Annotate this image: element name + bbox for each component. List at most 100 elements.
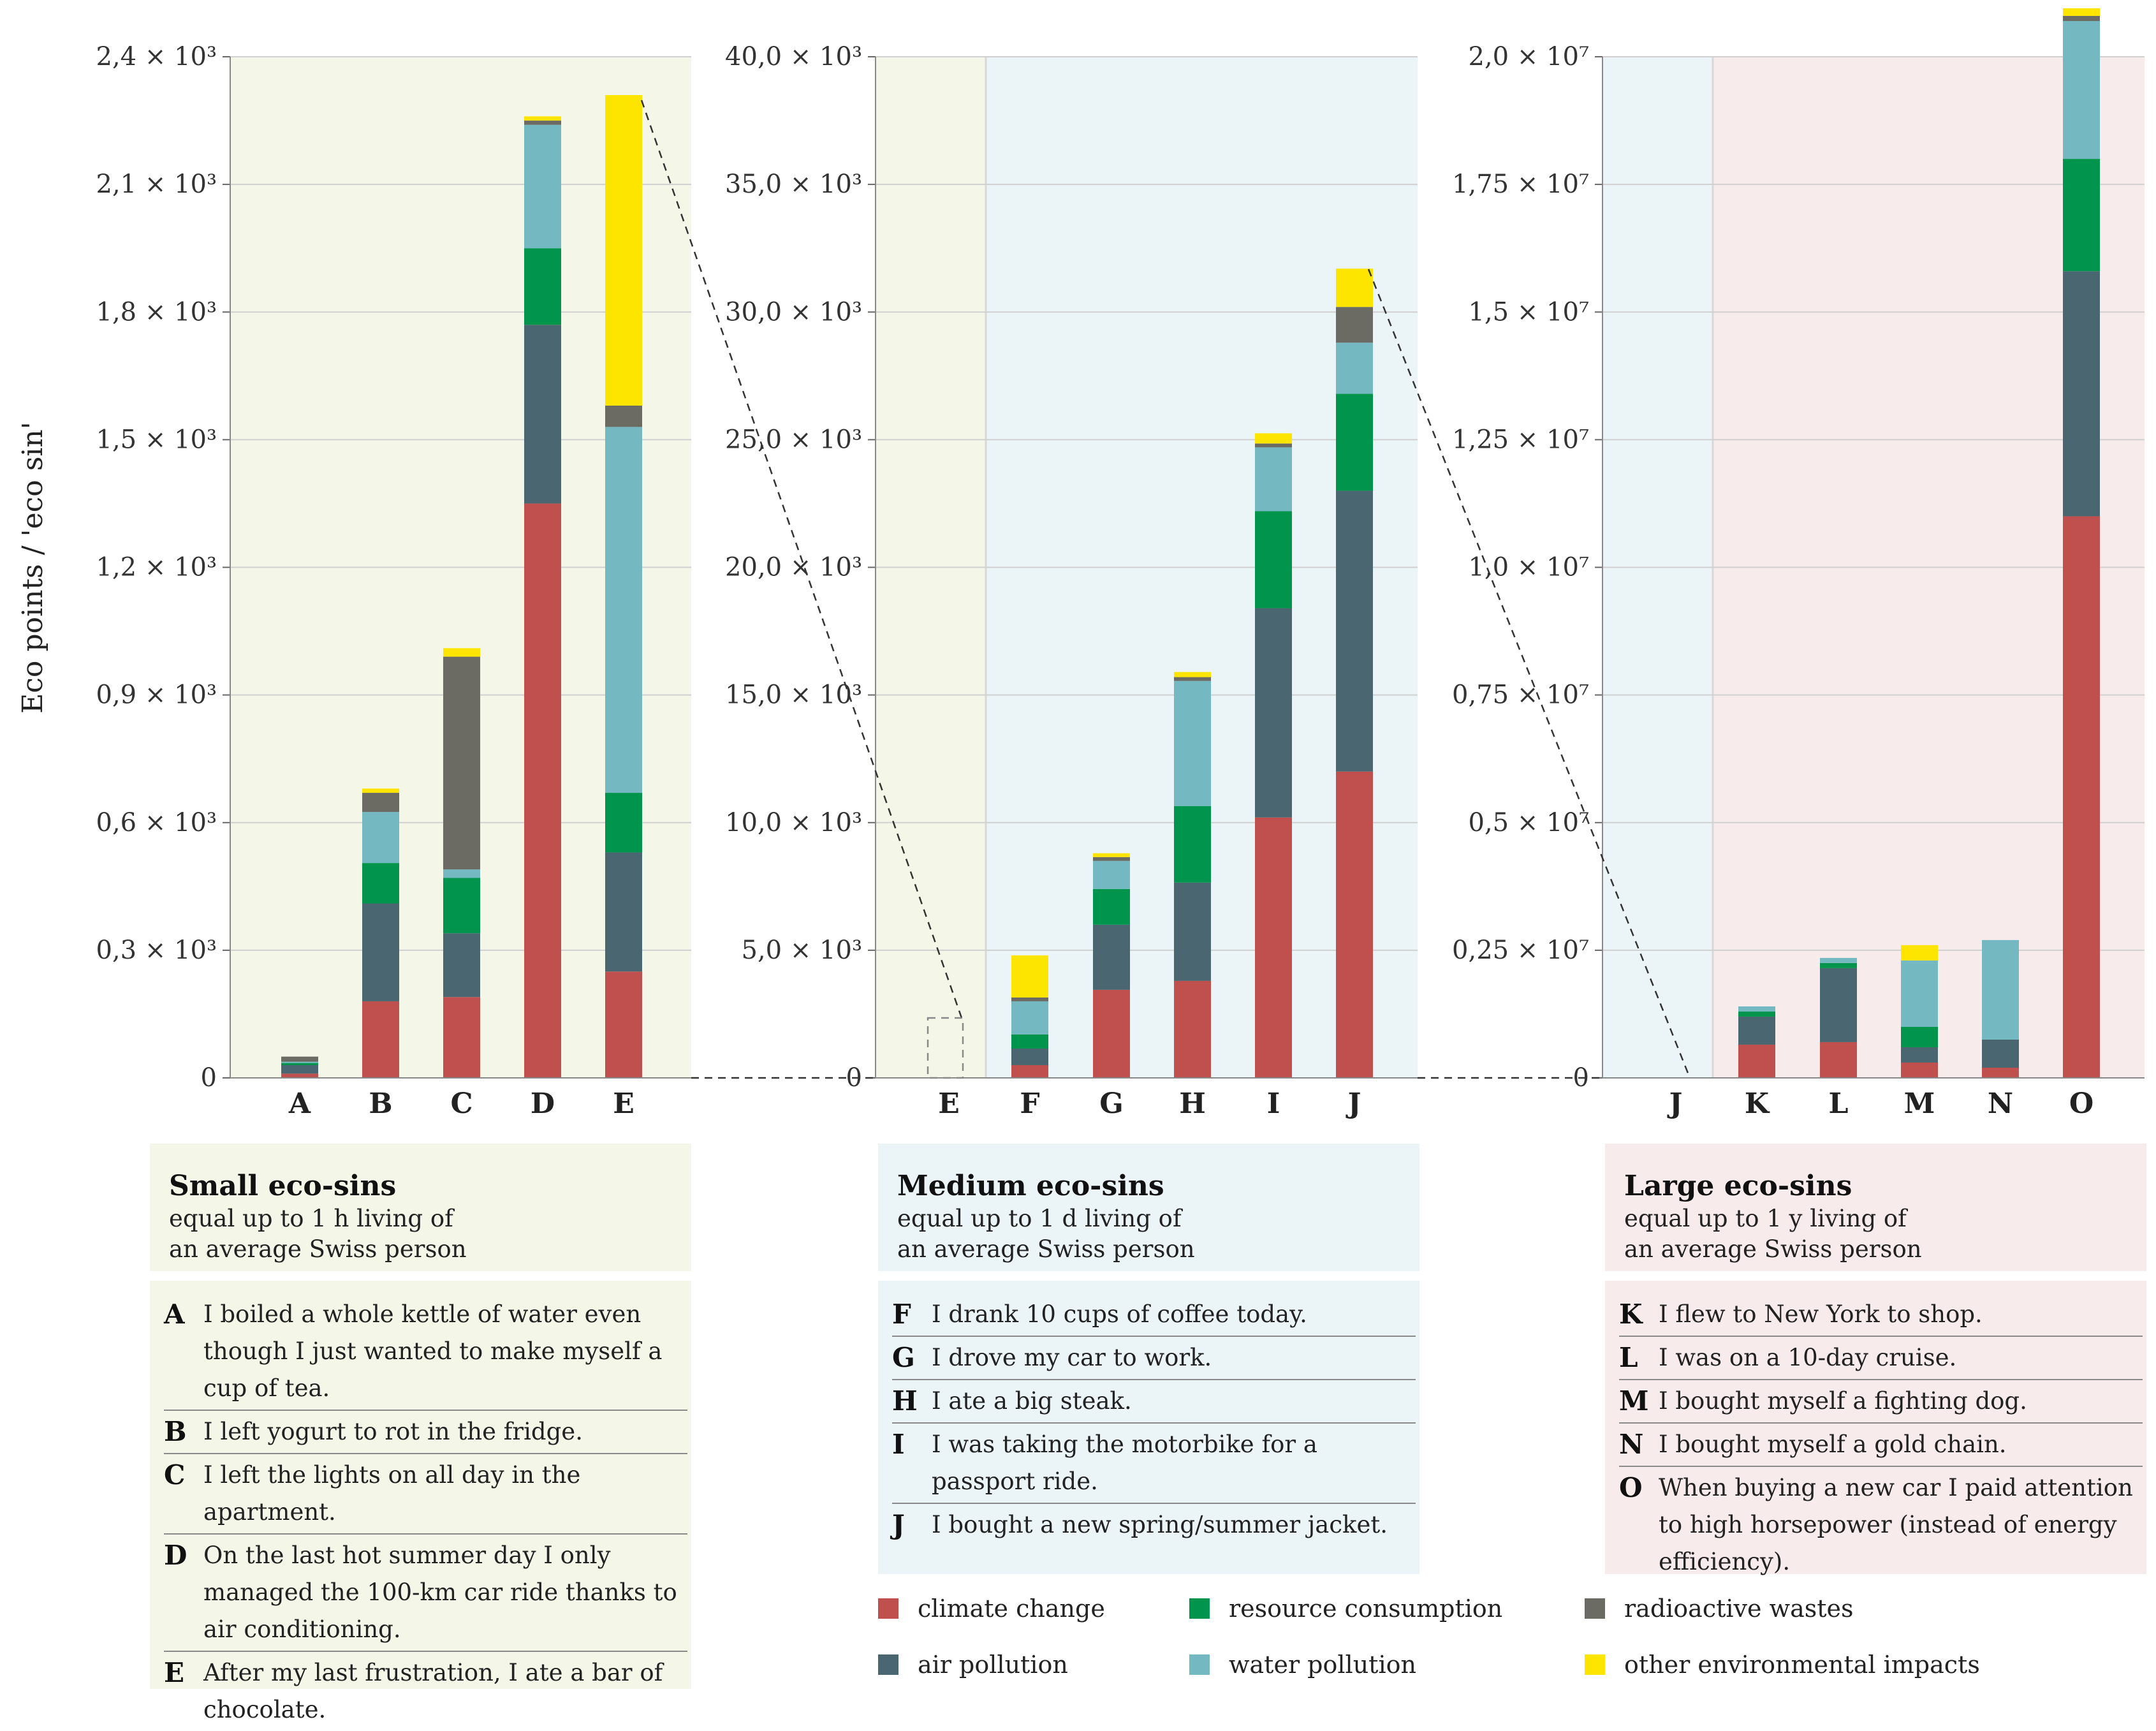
y-tick-label: 35,0 × 10³ — [725, 170, 862, 199]
eco-sin-text: I boiled a whole kettle of water even th… — [203, 1300, 663, 1402]
bar-segment-H-water-pollution — [1174, 681, 1211, 806]
bar-segment-C-water-pollution — [443, 869, 480, 878]
legend-label: radioactive wastes — [1624, 1595, 1854, 1623]
eco-sin-item-I: I I was taking the motorbike for a passpo… — [892, 1424, 1416, 1504]
bar-segment-L-resource-consumption — [1820, 962, 1857, 968]
large-subtitle-2: an average Swiss person — [1624, 1235, 1922, 1263]
y-tick-label: 1,5 × 10³ — [96, 425, 217, 454]
legend-swatch — [1585, 1654, 1605, 1675]
zoom-link-e-top — [640, 99, 963, 1019]
bar-segment-A-climate-change — [281, 1073, 318, 1078]
bar-segment-B-radioactive-wastes — [362, 793, 399, 813]
eco-sin-letter: E — [164, 1657, 185, 1688]
y-tick-label: 25,0 × 10³ — [725, 425, 862, 454]
bar-segment-D-water-pollution — [524, 124, 561, 249]
bar-segment-N-air-pollution — [1982, 1039, 2019, 1068]
x-category-label: N — [1988, 1087, 2013, 1120]
x-category-label: C — [450, 1087, 473, 1120]
zoom-box-e — [927, 1017, 964, 1079]
bar-segment-D-other-environmental-impacts — [524, 116, 561, 121]
eco-sin-text: I drove my car to work. — [932, 1344, 1212, 1371]
legend-swatch — [1189, 1654, 1210, 1675]
eco-sin-letter: N — [1619, 1429, 1644, 1460]
x-category-label: E — [938, 1087, 960, 1120]
bar-segment-M-other-environmental-impacts — [1901, 945, 1938, 961]
bar-segment-F-resource-consumption — [1011, 1034, 1048, 1049]
medium-subtitle-1: equal up to 1 d living of — [897, 1205, 1182, 1232]
bar-segment-E-water-pollution — [605, 427, 642, 793]
bar-segment-G-climate-change — [1093, 989, 1130, 1078]
bar-segment-H-other-environmental-impacts — [1174, 672, 1211, 677]
y-tick-label: 2,4 × 10³ — [96, 42, 217, 71]
bar-segment-E-climate-change — [605, 971, 642, 1078]
bar-segment-M-climate-change — [1901, 1062, 1938, 1078]
y-tick-label: 15,0 × 10³ — [725, 681, 862, 710]
y-tick-label: 2,0 × 10⁷ — [1469, 42, 1590, 71]
x-category-label: J — [1346, 1087, 1361, 1120]
bar-segment-K-climate-change — [1738, 1044, 1775, 1078]
medium-title: Medium eco-sins — [897, 1170, 1164, 1202]
x-category-label: L — [1829, 1087, 1849, 1120]
bar-segment-G-water-pollution — [1093, 860, 1130, 889]
x-category-label: O — [2069, 1087, 2094, 1120]
y-tick-label: 1,8 × 10³ — [96, 297, 217, 327]
bar-segment-B-resource-consumption — [362, 863, 399, 904]
small-list: A I boiled a whole kettle of water even t… — [150, 1281, 691, 1723]
bar-segment-B-climate-change — [362, 1001, 399, 1078]
eco-sin-text: I flew to New York to shop. — [1659, 1300, 1983, 1328]
legend-label: resource consumption — [1229, 1595, 1503, 1623]
eco-sin-item-D: D On the last hot summer day I only manag… — [164, 1535, 687, 1652]
bar-segment-L-water-pollution — [1820, 957, 1857, 963]
eco-sin-item-M: M I bought myself a fighting dog. — [1619, 1380, 2143, 1424]
bar-segment-J-resource-consumption — [1336, 394, 1373, 491]
eco-sin-letter: A — [164, 1299, 185, 1330]
bar-segment-F-climate-change — [1011, 1064, 1048, 1078]
eco-sin-text: I was taking the motorbike for a passpor… — [932, 1431, 1317, 1495]
bar-segment-G-radioactive-wastes — [1093, 857, 1130, 861]
bar-segment-C-air-pollution — [443, 933, 480, 998]
legend-swatch — [878, 1654, 898, 1675]
eco-sin-letter: G — [892, 1342, 915, 1373]
large-title: Large eco-sins — [1624, 1170, 1852, 1202]
bar-segment-I-water-pollution — [1255, 447, 1292, 512]
large-header: Large eco-sins equal up to 1 y living of… — [1605, 1144, 2146, 1271]
bar-segment-M-resource-consumption — [1901, 1026, 1938, 1047]
y-tick-label: 30,0 × 10³ — [725, 297, 862, 327]
small-title: Small eco-sins — [169, 1170, 397, 1202]
bar-segment-A-water-pollution — [281, 1061, 318, 1063]
bar-segment-F-radioactive-wastes — [1011, 997, 1048, 1001]
bar-segment-A-resource-consumption — [281, 1063, 318, 1065]
bar-segment-I-climate-change — [1255, 817, 1292, 1078]
eco-sin-text: When buying a new car I paid attention t… — [1659, 1474, 2133, 1575]
y-tick-label: 1,5 × 10⁷ — [1469, 297, 1590, 327]
bar-segment-M-water-pollution — [1901, 960, 1938, 1027]
y-tick-label: 0,25 × 10⁷ — [1452, 936, 1589, 965]
legend-label: water pollution — [1229, 1651, 1416, 1679]
bar-segment-E-air-pollution — [605, 852, 642, 972]
y-tick-label: 1,2 × 10³ — [96, 553, 217, 582]
legend-item-radioactive-wastes: radioactive wastes — [1585, 1595, 1854, 1623]
x-category-label: M — [1904, 1087, 1935, 1120]
x-category-label: D — [531, 1087, 555, 1120]
eco-sin-letter: H — [892, 1385, 918, 1417]
bar-segment-K-air-pollution — [1738, 1016, 1775, 1045]
bar-segment-L-climate-change — [1820, 1042, 1857, 1078]
eco-sin-letter: M — [1619, 1385, 1649, 1417]
bar-segment-H-air-pollution — [1174, 882, 1211, 981]
legend-item-climate-change: climate change — [878, 1595, 1105, 1623]
bar-segment-F-air-pollution — [1011, 1048, 1048, 1065]
bar-segment-I-resource-consumption — [1255, 511, 1292, 608]
x-category-label: J — [1667, 1087, 1683, 1120]
bar-segment-N-climate-change — [1982, 1067, 2019, 1078]
bar-segment-C-radioactive-wastes — [443, 656, 480, 870]
x-category-label: H — [1179, 1087, 1206, 1120]
eco-sin-item-A: A I boiled a whole kettle of water even t… — [164, 1293, 687, 1411]
y-tick-label: 0,9 × 10³ — [96, 681, 217, 710]
y-tick-label: 1,0 × 10⁷ — [1469, 553, 1590, 582]
medium-subtitle-2: an average Swiss person — [897, 1235, 1195, 1263]
eco-sin-letter: B — [164, 1416, 187, 1447]
eco-sin-item-O: O When buying a new car I paid attention … — [1619, 1467, 2143, 1583]
eco-sin-text: I left yogurt to rot in the fridge. — [203, 1418, 583, 1445]
bar-segment-J-water-pollution — [1336, 343, 1373, 394]
bar-segment-O-radioactive-wastes — [2063, 15, 2100, 21]
